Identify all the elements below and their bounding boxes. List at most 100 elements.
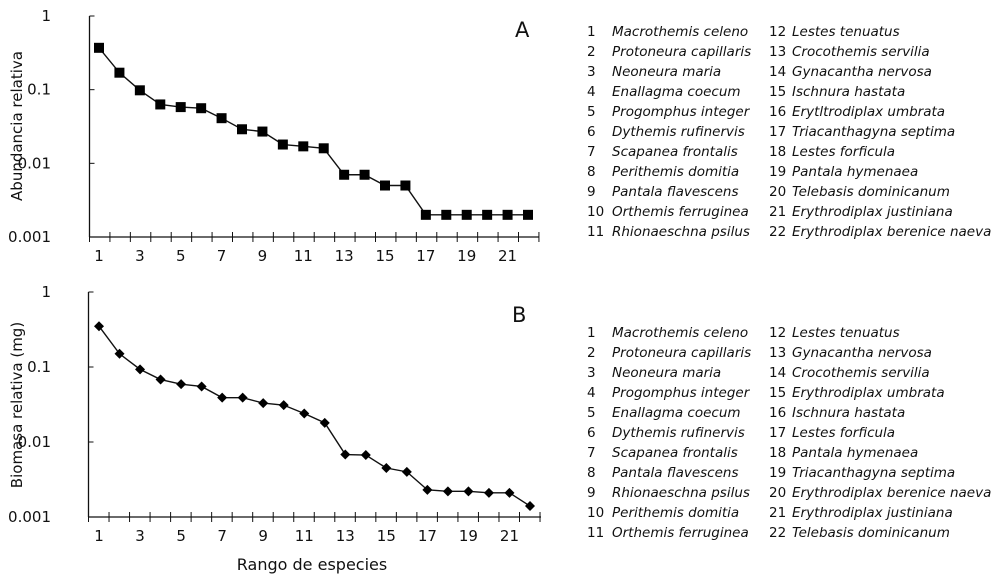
legend-entry: 21 Erythrodiplax justiniana: [769, 202, 991, 222]
x-tick-label-b: 17: [418, 527, 437, 545]
x-tick-label-b: 9: [258, 527, 268, 545]
legend-entry: 1 Macrothemis celeno: [587, 323, 751, 343]
legend-entry-name: Crocothemis servilia: [792, 365, 930, 381]
legend-entry-name: Lestes forficula: [792, 144, 896, 160]
legend-entry-number: 21: [769, 204, 787, 220]
legend-entry: 3 Neoneura maria: [587, 62, 751, 82]
data-point-a-18: [441, 209, 452, 220]
data-point-b-20: [483, 487, 494, 498]
data-point-a-8: [237, 124, 247, 135]
legend-entry-name: Telebasis dominicanum: [792, 525, 950, 541]
legend-entry-name: Macrothemis celeno: [612, 325, 749, 341]
legend-entry-number: 4: [587, 385, 596, 401]
legend-entry-name: Pantala flavescens: [612, 184, 739, 200]
legend-entry-number: 4: [587, 84, 596, 100]
legend-entry-name: Triacanthagyna septima: [792, 465, 956, 481]
legend-entry-name: Lestes tenuatus: [792, 325, 900, 341]
x-tick-label-a: 9: [258, 247, 268, 265]
data-point-b-13: [340, 449, 351, 460]
legend-entry-number: 6: [587, 425, 596, 441]
legend-entry: 5 Progomphus integer: [587, 102, 751, 122]
data-point-b-11: [299, 408, 310, 419]
legend-entry-name: Gynacantha nervosa: [792, 345, 932, 361]
x-tick-label-a: 1: [94, 247, 104, 265]
legend-entry-number: 5: [587, 104, 596, 120]
data-point-b-15: [381, 463, 392, 474]
legend-a-column-2: 12 Lestes tenuatus 13 Crocothemis servilia 1…: [769, 22, 991, 242]
legend-entry-number: 2: [587, 345, 596, 361]
legend-entry-number: 3: [587, 64, 596, 80]
legend-a-column-1: 1 Macrothemis celeno 2 Protoneura capillari…: [587, 22, 751, 242]
legend-entry: 11 Orthemis ferruginea: [587, 523, 751, 543]
legend-entry-number: 6: [587, 124, 596, 140]
legend-entry: 2 Protoneura capillaris: [587, 42, 751, 62]
legend-entry-number: 22: [769, 525, 787, 541]
legend-entry-number: 17: [769, 425, 787, 441]
legend-entry-number: 15: [769, 84, 787, 100]
data-point-b-1: [94, 321, 104, 332]
legend-entry-number: 5: [587, 405, 596, 421]
data-point-b-10: [278, 400, 289, 411]
data-point-b-14: [360, 450, 371, 461]
x-tick-label-b: 5: [176, 527, 186, 545]
data-point-a-14: [359, 169, 370, 180]
legend-entry: 12 Lestes tenuatus: [769, 323, 991, 343]
legend-entry-name: Neoneura maria: [612, 64, 722, 80]
data-point-a-19: [461, 209, 472, 220]
legend-entry-name: Dythemis rufinervis: [612, 425, 745, 441]
data-point-b-6: [196, 381, 207, 392]
legend-entry-number: 18: [769, 144, 787, 160]
legend-entry-name: Erythrodiplax berenice naeva: [792, 485, 992, 501]
y-axis-label-b: Biomasa relativa (mg): [8, 322, 26, 488]
y-tick-label-a: 0.1: [27, 81, 51, 99]
legend-entry-name: Protoneura capillaris: [612, 345, 752, 361]
legend-entry-number: 13: [769, 345, 787, 361]
legend-entry-number: 18: [769, 445, 787, 461]
data-point-a-16: [400, 180, 411, 191]
data-point-a-9: [257, 126, 268, 137]
legend-entry-name: Protoneura capillaris: [612, 44, 752, 60]
legend-entry-number: 10: [587, 505, 605, 521]
x-tick-label-b: 3: [135, 527, 145, 545]
legend-entry-number: 20: [769, 485, 787, 501]
legend-entry: 10 Orthemis ferruginea: [587, 202, 751, 222]
legend-entry: 5 Enallagma coecum: [587, 403, 751, 423]
legend-entry: 21 Erythrodiplax justiniana: [769, 503, 991, 523]
legend-entry-number: 20: [769, 184, 787, 200]
legend-entry-name: Pantala flavescens: [612, 465, 739, 481]
data-point-b-3: [135, 364, 146, 375]
legend-entry-name: Progomphus integer: [612, 385, 750, 401]
legend-entry-number: 13: [769, 44, 787, 60]
y-tick-label-a: 1: [41, 7, 51, 25]
legend-entry-number: 16: [769, 104, 787, 120]
x-tick-label-b: 21: [500, 527, 519, 545]
legend-entry-name: Orthemis ferruginea: [612, 204, 749, 220]
x-tick-label-a: 3: [135, 247, 145, 265]
legend-entry: 18 Lestes forficula: [769, 142, 991, 162]
data-point-a-10: [277, 139, 288, 150]
legend-entry: 6 Dythemis rufinervis: [587, 122, 751, 142]
legend-entry: 14 Crocothemis servilia: [769, 363, 991, 383]
data-point-a-21: [502, 209, 513, 220]
legend-entry-name: Pantala hymenaea: [792, 445, 919, 461]
legend-entry-number: 19: [769, 465, 787, 481]
legend-entry-number: 1: [587, 24, 596, 40]
legend-entry-name: Gynacantha nervosa: [792, 64, 932, 80]
data-point-a-2: [114, 67, 125, 78]
legend-entry-name: Neoneura maria: [612, 365, 722, 381]
legend-entry: 7 Scapanea frontalis: [587, 443, 751, 463]
legend-entry: 19 Triacanthagyna septima: [769, 463, 991, 483]
data-point-a-4: [155, 99, 166, 110]
legend-entry-name: Scapanea frontalis: [612, 144, 738, 160]
data-point-b-16: [401, 466, 412, 477]
legend-entry: 19 Pantala hymenaea: [769, 162, 991, 182]
legend-entry-number: 7: [587, 144, 596, 160]
x-tick-label-a: 7: [217, 247, 227, 265]
legend-entry: 18 Pantala hymenaea: [769, 443, 991, 463]
legend-entry-number: 9: [587, 485, 596, 501]
data-point-b-7: [217, 392, 228, 403]
series-line-b: [98, 325, 531, 507]
legend-entry-number: 16: [769, 405, 787, 421]
legend-entry: 2 Protoneura capillaris: [587, 343, 751, 363]
legend-entry-name: Erythrodiplax berenice naeva: [792, 224, 992, 240]
